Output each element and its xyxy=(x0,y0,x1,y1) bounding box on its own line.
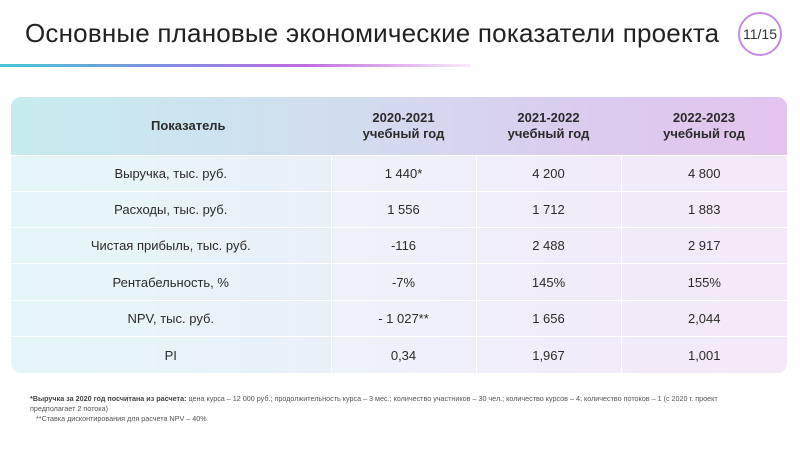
row-label: Чистая прибыль, тыс. руб. xyxy=(11,227,331,264)
column-header-line1: Показатель xyxy=(151,117,226,133)
cell-2020-2021: -116 xyxy=(330,227,476,264)
row-label: Рентабельность, % xyxy=(11,263,331,301)
table-row-net-profit: Чистая прибыль, тыс. руб. -116 2 488 2 9… xyxy=(11,227,787,264)
column-header-2020-2021: 2020-2021 учебный год xyxy=(331,97,476,155)
column-header-2022-2023: 2022-2023 учебный год xyxy=(621,97,787,155)
cell-2020-2021: - 1 027** xyxy=(330,299,476,337)
cell-2021-2022: 145% xyxy=(475,263,621,301)
cell-2021-2022: 2 488 xyxy=(475,227,621,264)
column-header-line2: учебный год xyxy=(663,125,745,141)
table-row-revenue: Выручка, тыс. руб. 1 440* 4 200 4 800 xyxy=(11,154,787,192)
cell-2022-2023: 1 883 xyxy=(620,190,787,228)
cell-2022-2023: 4 800 xyxy=(620,154,787,192)
indicators-table-container: Показатель 2020-2021 учебный год 2021-20… xyxy=(11,97,787,373)
row-label: Выручка, тыс. руб. xyxy=(11,154,331,192)
column-header-line1: 2020-2021 xyxy=(372,109,435,125)
column-header-2021-2022: 2021-2022 учебный год xyxy=(476,97,621,155)
table-row-npv: NPV, тыс. руб. - 1 027** 1 656 2,044 xyxy=(11,299,787,337)
cell-2021-2022: 4 200 xyxy=(475,154,621,192)
row-label: Расходы, тыс. руб. xyxy=(11,190,331,228)
column-header-line1: 2022-2023 xyxy=(672,109,736,125)
row-label: PI xyxy=(11,336,331,373)
slide-title: Основные плановые экономические показате… xyxy=(25,18,720,48)
table-row-expenses: Расходы, тыс. руб. 1 556 1 712 1 883 xyxy=(11,190,787,228)
column-header-line2: учебный год xyxy=(362,125,445,141)
table-header-row: Показатель 2020-2021 учебный год 2021-20… xyxy=(11,97,787,155)
table-row-profitability: Рентабельность, % -7% 145% 155% xyxy=(11,263,787,301)
cell-2020-2021: 1 556 xyxy=(330,190,476,228)
footnote-revenue-text: цена курса – 12 000 руб.; продолжительно… xyxy=(30,394,718,413)
cell-2020-2021: 0,34 xyxy=(330,336,476,373)
cell-2021-2022: 1,967 xyxy=(475,336,621,373)
footnote-discount-rate: **Ставка дисконтирования для расчета NPV… xyxy=(36,414,207,423)
footnote-revenue: *Выручка за 2020 год посчитана из расчет… xyxy=(30,394,750,414)
column-header-line1: 2021-2022 xyxy=(517,109,580,125)
title-underline xyxy=(0,64,470,67)
column-header-indicator: Показатель xyxy=(11,97,331,155)
indicators-table: Показатель 2020-2021 учебный год 2021-20… xyxy=(11,97,787,373)
page-number-badge: 11/15 xyxy=(738,12,782,56)
cell-2021-2022: 1 712 xyxy=(475,190,621,228)
row-label: NPV, тыс. руб. xyxy=(11,299,331,337)
cell-2021-2022: 1 656 xyxy=(475,299,621,337)
footnote-revenue-lead: *Выручка за 2020 год посчитана из расчет… xyxy=(30,394,187,403)
cell-2022-2023: 1,001 xyxy=(620,336,787,373)
cell-2022-2023: 155% xyxy=(620,263,787,301)
column-header-line2: учебный год xyxy=(507,125,590,141)
cell-2022-2023: 2,044 xyxy=(620,299,787,337)
cell-2020-2021: -7% xyxy=(330,263,476,301)
cell-2020-2021: 1 440* xyxy=(330,154,476,192)
cell-2022-2023: 2 917 xyxy=(620,227,787,264)
table-row-pi: PI 0,34 1,967 1,001 xyxy=(11,336,787,373)
footnotes: *Выручка за 2020 год посчитана из расчет… xyxy=(30,394,750,424)
